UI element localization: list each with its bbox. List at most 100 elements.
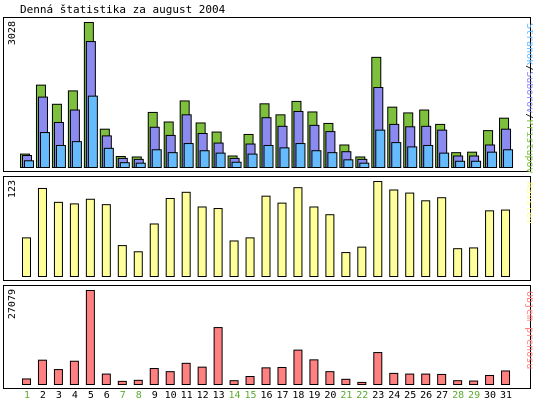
x-tick-label-day-21: 21 (340, 390, 352, 401)
bar-transfer-day-9 (149, 368, 159, 386)
x-tick-label-day-15: 15 (245, 390, 257, 401)
bar-pages-stranok-day-2 (39, 132, 50, 169)
legend-part: / (524, 113, 533, 119)
bar-visits-day-3 (53, 201, 63, 277)
bar-pages-stranok-day-25 (407, 146, 418, 168)
bar-pages-stranok-day-1 (24, 160, 34, 168)
bar-transfer-day-11 (181, 362, 191, 386)
bar-transfer-day-27 (437, 373, 447, 386)
bar-visits-day-27 (437, 197, 447, 277)
bar-pages-stranok-day-12 (199, 150, 210, 168)
bar-visits-day-18 (293, 187, 303, 277)
x-tick-label-day-6: 6 (104, 390, 110, 401)
bar-visits-day-6 (101, 204, 111, 277)
x-tick-label-day-17: 17 (276, 390, 288, 401)
x-tick-label-day-27: 27 (436, 390, 448, 401)
bar-transfer-day-26 (421, 373, 431, 386)
bar-pages-stranok-day-16 (263, 144, 274, 168)
bar-pages-stranok-day-5 (87, 95, 98, 168)
x-tick-label-day-4: 4 (72, 390, 78, 401)
bar-visits-day-19 (309, 206, 319, 277)
x-tick-label-day-30: 30 (484, 390, 496, 401)
panel-transfer-legend-label: Objem prenosu (524, 291, 533, 369)
x-tick-label-day-3: 3 (56, 390, 62, 401)
panel-visits-ymax-label: 123 (7, 180, 18, 198)
legend-part: Súborov (524, 71, 533, 113)
bar-transfer-day-5 (85, 290, 95, 385)
bar-transfer-day-18 (293, 349, 303, 385)
bar-pages-stranok-day-26 (423, 144, 434, 168)
bar-visits-day-4 (69, 203, 79, 277)
bar-transfer-day-12 (197, 366, 207, 385)
x-tick-label-day-16: 16 (260, 390, 272, 401)
bar-visits-day-21 (341, 252, 351, 278)
bar-transfer-day-17 (277, 366, 287, 385)
bar-transfer-day-8 (133, 379, 143, 386)
x-tick-label-day-14: 14 (229, 390, 241, 401)
x-tick-label-day-13: 13 (213, 390, 225, 401)
bar-visits-day-22 (357, 246, 367, 277)
panel-pages-legend-label: Stránok/Súborov/Prístupov (524, 23, 533, 174)
x-tick-label-day-11: 11 (181, 390, 193, 401)
bar-pages-stranok-day-11 (183, 143, 194, 169)
bar-visits-day-15 (245, 237, 255, 277)
bar-visits-day-12 (197, 206, 207, 277)
x-tick-label-day-7: 7 (120, 390, 126, 401)
panel-pages-ymax-label: 3028 (7, 21, 18, 45)
bar-visits-day-5 (85, 198, 95, 277)
x-tick-label-day-26: 26 (420, 390, 432, 401)
bar-pages-stranok-day-21 (343, 159, 354, 169)
bar-transfer-day-4 (69, 360, 79, 386)
x-tick-label-day-23: 23 (372, 390, 384, 401)
bar-transfer-day-7 (117, 380, 127, 385)
bar-pages-stranok-day-3 (55, 144, 66, 168)
bar-pages-stranok-day-17 (279, 147, 290, 168)
legend-part: Objem prenosu (524, 291, 533, 369)
x-tick-label-day-8: 8 (136, 390, 142, 401)
bar-transfer-day-15 (245, 376, 255, 386)
bar-transfer-day-23 (373, 352, 383, 385)
x-tick-label-day-20: 20 (324, 390, 336, 401)
bar-visits-day-11 (181, 191, 191, 277)
panel-visits-legend-label: Návštev (524, 182, 533, 224)
bar-pages-stranok-day-10 (167, 152, 178, 168)
panel-pages-frame (3, 17, 531, 172)
x-tick-label-day-9: 9 (152, 390, 158, 401)
panel-transfer-ymax-label: 27079 (7, 289, 18, 319)
bar-visits-day-8 (133, 251, 143, 277)
x-tick-label-day-29: 29 (468, 390, 480, 401)
bar-visits-day-26 (421, 200, 431, 277)
bar-transfer-day-29 (469, 380, 479, 386)
bar-pages-stranok-day-13 (215, 152, 226, 168)
bar-visits-day-24 (389, 189, 399, 278)
bar-pages-stranok-day-22 (359, 162, 370, 169)
bar-pages-stranok-day-30 (487, 151, 498, 169)
bar-pages-stranok-day-24 (391, 142, 402, 168)
bar-transfer-day-21 (341, 378, 351, 385)
bar-transfer-day-14 (229, 380, 239, 386)
bar-visits-day-28 (453, 248, 463, 278)
bar-transfer-day-28 (453, 380, 463, 386)
bar-visits-day-13 (213, 208, 223, 277)
bar-pages-stranok-day-28 (455, 160, 466, 168)
bar-pages-stranok-day-29 (471, 160, 482, 168)
x-tick-label-day-28: 28 (452, 390, 464, 401)
bar-pages-stranok-day-7 (119, 162, 130, 169)
legend-part: Návštev (524, 182, 533, 224)
bar-pages-stranok-day-20 (327, 152, 338, 168)
x-tick-label-day-10: 10 (165, 390, 177, 401)
bar-visits-day-25 (405, 192, 415, 278)
bar-visits-day-2 (37, 187, 47, 277)
x-tick-label-day-24: 24 (388, 390, 400, 401)
bar-transfer-day-1 (22, 378, 31, 386)
legend-part: / (524, 65, 533, 71)
legend-part: Stránok (524, 23, 533, 65)
bar-visits-day-17 (277, 202, 287, 278)
bar-visits-day-14 (229, 240, 239, 277)
x-tick-label-day-19: 19 (308, 390, 320, 401)
x-tick-label-day-31: 31 (500, 390, 512, 401)
x-tick-label-day-18: 18 (292, 390, 304, 401)
bar-visits-day-1 (22, 237, 31, 277)
bar-transfer-day-6 (101, 373, 111, 386)
